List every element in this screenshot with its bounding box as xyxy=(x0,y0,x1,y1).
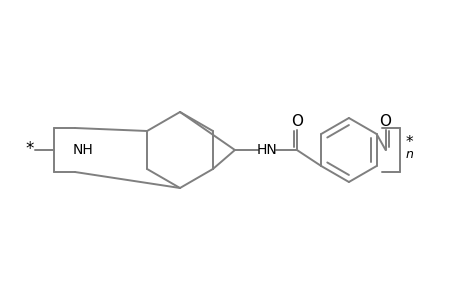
Text: O: O xyxy=(290,113,302,128)
Text: *: * xyxy=(26,140,34,158)
Text: NH: NH xyxy=(73,143,94,157)
Text: HN: HN xyxy=(256,143,277,157)
Text: n: n xyxy=(405,148,413,160)
Text: *: * xyxy=(405,134,412,149)
Text: O: O xyxy=(379,113,391,128)
